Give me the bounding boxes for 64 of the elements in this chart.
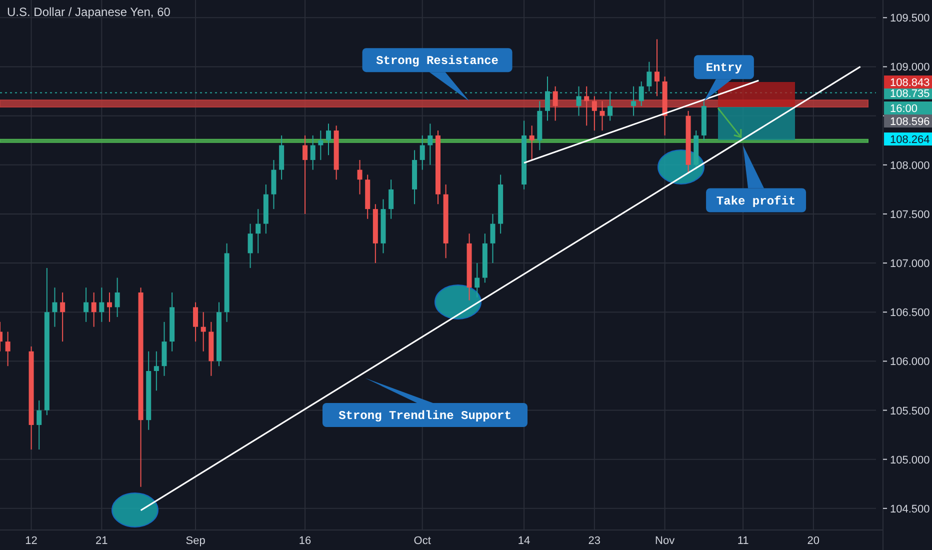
x-tick-label: 20	[807, 535, 820, 547]
candlestick	[154, 350, 159, 392]
x-tick-label: Nov	[655, 535, 676, 547]
candlestick	[60, 292, 66, 342]
candlestick	[490, 213, 496, 264]
x-tick-label: 11	[737, 535, 749, 547]
x-tick-label: Sep	[186, 535, 206, 547]
x-tick-label: Oct	[414, 535, 431, 547]
annotation: Take profit	[716, 194, 796, 208]
x-tick-label: 21	[96, 535, 108, 547]
y-tick-label: 109.000	[890, 62, 930, 74]
annotation: Strong Trendline Support	[338, 409, 512, 423]
candlestick	[310, 134, 316, 170]
candlestick	[5, 331, 10, 367]
candlestick	[114, 277, 120, 318]
y-tick-label: 106.000	[890, 356, 930, 368]
x-tick-label: 16	[298, 535, 312, 547]
candlestick	[600, 100, 605, 132]
candlestick	[302, 134, 308, 214]
candlestick	[84, 287, 89, 322]
candlestick	[193, 302, 198, 342]
candlestick	[318, 130, 324, 160]
y-tick-label: 107.500	[890, 208, 930, 221]
annotation: Entry	[706, 61, 742, 76]
text: 108.843	[890, 77, 930, 89]
annotation: Strong Resistance	[376, 54, 498, 68]
text: 108.264	[890, 134, 930, 146]
ref-line-label: 108.735	[890, 88, 930, 100]
y-tick-label: 104.500	[890, 503, 930, 516]
x-tick-label: 23	[588, 535, 601, 547]
candlestick	[107, 292, 112, 322]
candlestick	[200, 312, 206, 352]
candlestick	[552, 86, 558, 122]
y-tick-label: 107.000	[890, 258, 930, 270]
candlestick	[256, 208, 261, 254]
text: U.S. Dollar / Japanese Yen, 60	[7, 5, 171, 19]
candlestick	[584, 86, 590, 126]
x-tick-label: 14	[518, 535, 530, 547]
candlestick	[388, 179, 394, 220]
speech-bubble: Take profit	[706, 145, 806, 212]
text: 108.596	[890, 116, 930, 128]
y-tick-label: 106.500	[890, 307, 930, 320]
candlestick	[91, 292, 96, 328]
y-tick-label: 105.500	[890, 405, 930, 418]
candlestick	[36, 400, 42, 450]
candlestick	[474, 262, 480, 298]
speech-bubble: Strong Trendline Support	[322, 378, 528, 427]
candlestick	[428, 123, 433, 166]
candlestick	[52, 287, 58, 328]
candlestick	[99, 287, 104, 322]
candlestick	[357, 159, 362, 195]
candlestick	[646, 61, 652, 92]
candlestick	[654, 38, 660, 97]
candlestick	[326, 123, 331, 156]
y-tick-label: 105.000	[890, 454, 930, 466]
candlestick	[248, 223, 253, 268]
y-tick-label: 108.000	[890, 160, 930, 172]
candlestick	[592, 96, 597, 132]
x-tick-label: 12	[25, 535, 38, 547]
candlestick	[420, 134, 425, 170]
speech-bubble: Strong Resistance	[362, 48, 512, 102]
y-tick-label: 109.500	[890, 12, 930, 25]
text: 16:00	[890, 103, 918, 115]
candlestick	[529, 125, 534, 160]
